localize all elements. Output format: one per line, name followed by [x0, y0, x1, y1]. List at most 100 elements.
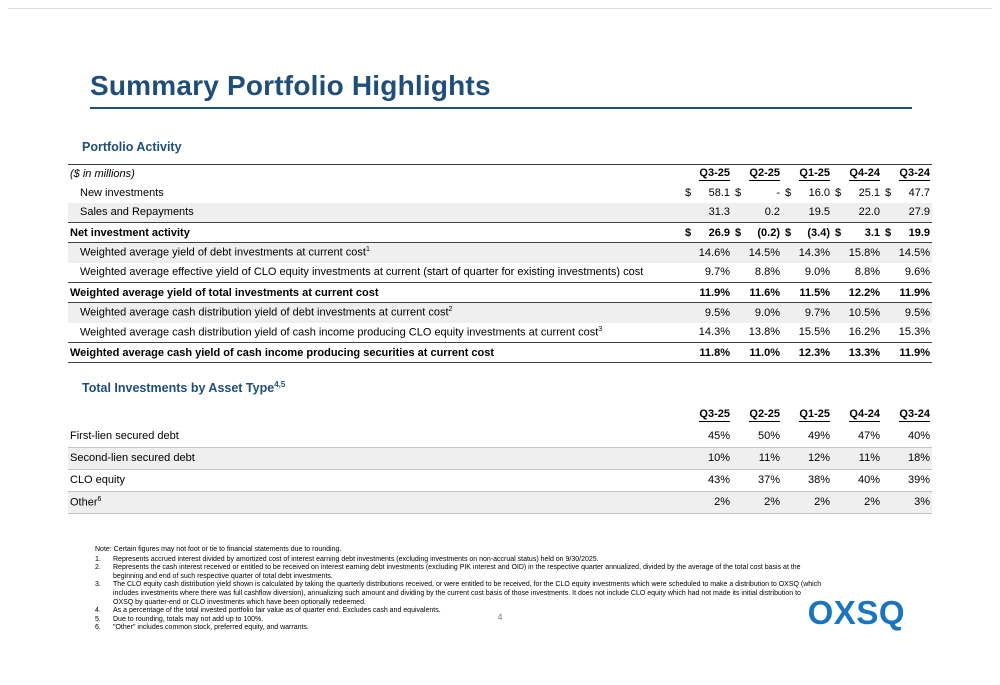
value-cell: 19.5 — [808, 206, 830, 219]
table-row: New investments $58.1 $ - $16.0 $25.1 $47.7 — [68, 183, 932, 203]
footnote-number: 3. — [95, 581, 101, 589]
column-header: Q4-24 — [849, 166, 880, 181]
currency-symbol: $ — [835, 226, 842, 239]
footnote-note: Note: Certain figures may not foot or ti… — [95, 546, 342, 553]
value-cell: $47.7 — [882, 183, 932, 203]
value-cell: $ - — [732, 183, 782, 203]
footnote-text: Represents the cash interest received or… — [113, 564, 801, 580]
footnote-item: 5. Due to rounding, totals may not add up… — [95, 616, 823, 625]
table-row: Weighted average yield of debt investmen… — [68, 242, 932, 263]
empty-header-cell — [68, 405, 682, 425]
row-label: Weighted average effective yield of CLO … — [80, 266, 644, 279]
currency-symbol: $ — [685, 226, 692, 239]
value-cell: 10.5% — [848, 306, 880, 319]
currency-symbol: $ — [735, 186, 742, 199]
footnote-ref: 6 — [97, 495, 102, 503]
row-label: Other6 — [68, 491, 682, 514]
currency-symbol: $ — [685, 186, 692, 199]
value-cell: $3.1 — [832, 222, 882, 243]
value-cell: 45% — [682, 425, 732, 448]
value-cell: 43% — [682, 469, 732, 492]
row-label: Weighted average cash distribution yield… — [80, 325, 603, 339]
value-cell: 12.2% — [832, 282, 882, 303]
footnote-item: 1. Represents accrued interest divided by… — [95, 556, 823, 565]
footnote-text: Represents accrued interest divided by a… — [113, 555, 599, 563]
table-row: Weighted average cash distribution yield… — [68, 302, 932, 323]
footnote-item: 4. As a percentage of the total invested … — [95, 607, 823, 616]
value-cell: 14.3% — [798, 246, 830, 259]
page-number: 4 — [497, 612, 503, 622]
column-header: Q4-24 — [849, 408, 880, 423]
value-cell: 2% — [682, 491, 732, 514]
value-cell: 2% — [832, 491, 882, 514]
footnote-number: 6. — [95, 624, 101, 632]
section-heading-sup: 4,5 — [274, 380, 286, 389]
value-cell: 11.9% — [882, 342, 932, 363]
row-label: Net investment activity — [68, 222, 682, 243]
section-heading-portfolio-activity: Portfolio Activity — [82, 140, 182, 154]
unit-label: ($ in millions) — [70, 167, 135, 180]
column-header: Q3-24 — [899, 166, 930, 181]
header-row: Q3-25 Q2-25 Q1-25 Q4-24 Q3-24 — [68, 405, 932, 425]
value-cell: 9.7% — [804, 306, 830, 319]
value-cell: 11.8% — [682, 342, 732, 363]
value-cell: 2% — [782, 491, 832, 514]
footnotes-list: 1. Represents accrued interest divided by… — [95, 556, 823, 633]
row-label: Weighted average yield of total investme… — [68, 282, 682, 303]
value-cell: 14.6% — [698, 246, 730, 259]
value-cell: 15.3% — [898, 326, 930, 339]
value-cell: $25.1 — [832, 183, 882, 203]
value-cell: 40% — [882, 425, 932, 448]
footnote-ref: 3 — [598, 325, 603, 333]
currency-symbol: $ — [785, 226, 792, 239]
row-label: New investments — [80, 186, 164, 199]
row-label: Second-lien secured debt — [68, 447, 682, 470]
value-cell: $ (3.4) — [782, 222, 832, 243]
value-cell: 0.2 — [764, 206, 780, 219]
value-cell: 15.8% — [848, 246, 880, 259]
currency-symbol: $ — [885, 226, 892, 239]
footnote-number: 5. — [95, 615, 101, 623]
asset-type-section: Total Investments by Asset Type4,5 Q3-25… — [68, 380, 932, 514]
value-cell: 14.5% — [748, 246, 780, 259]
footnotes: Note: Certain figures may not foot or ti… — [95, 546, 823, 633]
value-cell: $26.9 — [682, 222, 732, 243]
footnote-text: Due to rounding, totals may not add up t… — [113, 615, 264, 623]
value-cell: 39% — [882, 469, 932, 492]
value-cell: 13.3% — [832, 342, 882, 363]
column-header: Q2-25 — [749, 166, 780, 181]
value-cell: 9.5% — [704, 306, 730, 319]
column-header: Q2-25 — [749, 408, 780, 423]
currency-symbol: $ — [735, 226, 742, 239]
row-label: Weighted average cash distribution yield… — [80, 306, 453, 320]
footnote-text: As a percentage of the total invested po… — [113, 607, 441, 615]
value-cell: $58.1 — [682, 183, 732, 203]
value-cell: 49% — [782, 425, 832, 448]
column-header: Q3-25 — [699, 408, 730, 423]
table-row: Weighted average yield of total investme… — [68, 282, 932, 303]
table-row: Net investment activity $26.9 $ (0.2) $ (3.4)… — [68, 222, 932, 243]
value-cell: 11.5% — [782, 282, 832, 303]
row-label: Sales and Repayments — [80, 206, 194, 219]
value-cell: 10% — [682, 447, 732, 470]
value-cell: 11.9% — [682, 282, 732, 303]
value-cell: 37% — [732, 469, 782, 492]
asset-type-table: Q3-25 Q2-25 Q1-25 Q4-24 Q3-24 First-lien sec… — [68, 405, 932, 514]
value-cell: 12.3% — [782, 342, 832, 363]
footnote-text: The CLO equity cash distribution yield s… — [113, 581, 822, 606]
column-header: Q1-25 — [799, 166, 830, 181]
oxsq-logo: OXSQ — [807, 594, 905, 631]
value-cell: 9.5% — [904, 306, 930, 319]
table-row: Sales and Repayments 31.3 0.2 19.5 22.0 27.9 — [68, 202, 932, 223]
portfolio-activity-section: Portfolio Activity ($ in millions) Q3-25… — [68, 140, 932, 363]
value-cell: 2% — [732, 491, 782, 514]
row-label: First-lien secured debt — [68, 425, 682, 448]
section-heading-text: Total Investments by Asset Type — [82, 381, 275, 396]
column-header: Q1-25 — [799, 408, 830, 423]
footnote-item: 3. The CLO equity cash distribution yield… — [95, 581, 823, 607]
value-cell: 13.8% — [748, 326, 780, 339]
value-cell: 9.0% — [754, 306, 780, 319]
value-cell: 27.9 — [908, 206, 930, 219]
column-header: Q3-25 — [699, 166, 730, 181]
value-cell: 11.6% — [732, 282, 782, 303]
